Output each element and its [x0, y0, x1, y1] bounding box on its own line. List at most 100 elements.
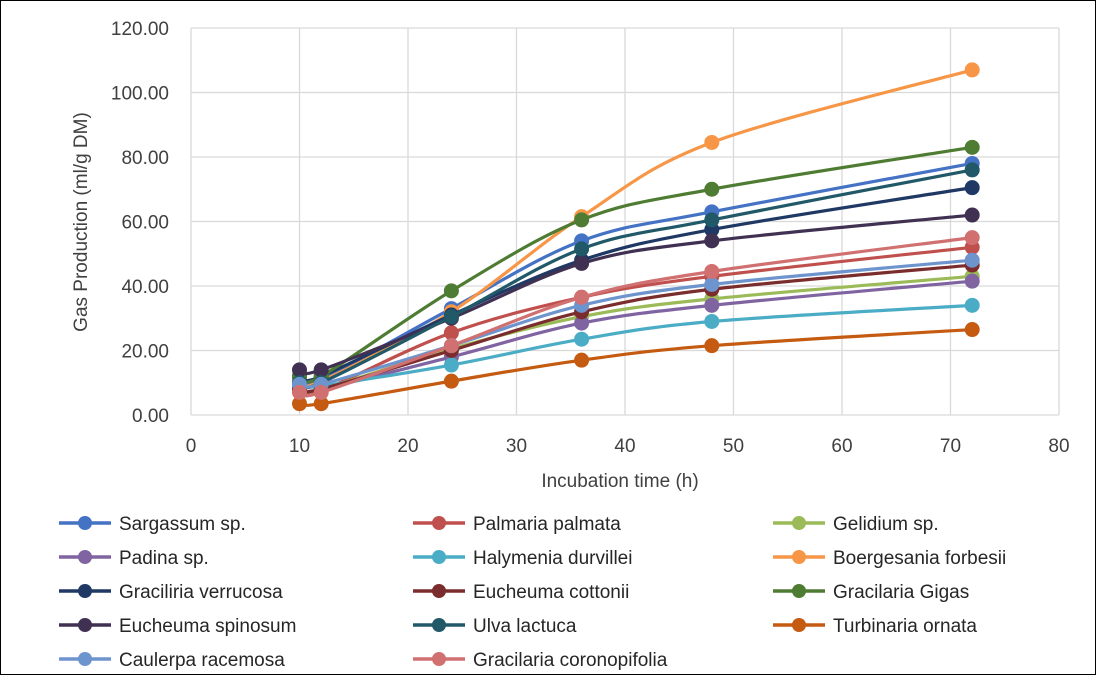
data-point [964, 230, 980, 246]
data-point [704, 134, 720, 150]
legend-item: Halymenia durvillei [413, 548, 632, 569]
x-tick-label: 20 [397, 436, 418, 457]
data-point [964, 322, 980, 338]
data-point [964, 62, 980, 78]
x-tick-label: 60 [831, 436, 852, 457]
y-tick-label: 20.00 [121, 342, 169, 363]
data-point [964, 273, 980, 289]
data-point [964, 207, 980, 223]
data-point [964, 252, 980, 268]
data-point [313, 362, 329, 378]
legend-label: Gelidium sp. [833, 514, 939, 535]
legend-marker [78, 516, 92, 530]
y-tick-label: 60.00 [121, 213, 169, 234]
legend-label: Turbinaria ornata [833, 616, 977, 637]
legend-item: Boergesania forbesii [773, 548, 1006, 569]
y-tick-label: 0.00 [132, 406, 169, 427]
legend-label: Caulerpa racemosa [119, 650, 285, 671]
series-line [298, 168, 973, 390]
data-point [704, 313, 720, 329]
data-point [574, 352, 590, 368]
legend-marker [432, 584, 446, 598]
legend-item: Padina sp. [59, 548, 209, 569]
legend-item: Gracilaria coronopifolia [413, 650, 668, 671]
legend-item: Graciliria verrucosa [59, 582, 283, 603]
data-point [704, 212, 720, 228]
data-point [704, 233, 720, 249]
legend-item: Palmaria palmata [413, 514, 621, 535]
legend-marker [792, 550, 806, 564]
legend-label: Boergesania forbesii [833, 548, 1006, 569]
series [292, 322, 980, 412]
legend-item: Ulva lactuca [413, 616, 577, 637]
series-line [298, 145, 973, 385]
data-point [443, 373, 459, 389]
legend-label: Padina sp. [119, 548, 209, 569]
x-axis-title: Incubation time (h) [541, 471, 698, 492]
legend-label: Halymenia durvillei [473, 548, 632, 569]
legend: Sargassum sp. Palmaria palmata Gelidium sp… [59, 514, 1006, 671]
data-point [574, 212, 590, 228]
data-point [443, 357, 459, 373]
data-point [443, 283, 459, 299]
data-point [443, 309, 459, 325]
legend-item: Caulerpa racemosa [59, 650, 285, 671]
legend-marker [78, 618, 92, 632]
y-tick-label: 40.00 [121, 277, 169, 298]
legend-item: Gelidium sp. [773, 514, 939, 535]
x-tick-label: 40 [614, 436, 635, 457]
data-point [574, 255, 590, 271]
data-point [313, 384, 329, 400]
data-point [704, 181, 720, 197]
legend-label: Gracilaria Gigas [833, 582, 969, 603]
data-point [704, 297, 720, 313]
legend-marker [432, 516, 446, 530]
data-point [704, 263, 720, 279]
legend-label: Graciliria verrucosa [119, 582, 283, 603]
legend-marker [792, 618, 806, 632]
data-point [292, 384, 307, 400]
y-tick-label: 80.00 [121, 148, 169, 169]
legend-item: Eucheuma cottonii [413, 582, 629, 603]
data-point [704, 338, 720, 354]
legend-label: Eucheuma cottonii [473, 582, 629, 603]
legend-marker [432, 550, 446, 564]
x-tick-label: 80 [1048, 436, 1069, 457]
x-tick-label: 0 [186, 436, 197, 457]
data-point [964, 297, 980, 313]
series-line [298, 161, 973, 387]
x-tick-label: 10 [289, 436, 310, 457]
data-point [574, 289, 590, 305]
legend-marker [78, 550, 92, 564]
legend-item: Turbinaria ornata [773, 616, 977, 637]
legend-item: Sargassum sp. [59, 514, 246, 535]
legend-label: Ulva lactuca [473, 616, 577, 637]
legend-label: Sargassum sp. [119, 514, 246, 535]
gridlines [190, 27, 1060, 416]
legend-label: Palmaria palmata [473, 514, 621, 535]
data-point [964, 162, 980, 178]
y-axis-ticks: 0.00 20.00 40.00 60.00 80.00 100.00 120.00 [111, 19, 169, 427]
y-axis-title: Gas Production (ml/g DM) [71, 112, 92, 332]
data-point [704, 276, 720, 292]
legend-marker [78, 584, 92, 598]
data-point [443, 325, 459, 341]
data-point [443, 338, 459, 354]
x-axis-ticks: 0 10 20 30 40 50 60 70 80 [186, 436, 1070, 457]
legend-marker [432, 618, 446, 632]
legend-marker [432, 652, 446, 666]
legend-item: Gracilaria Gigas [773, 582, 969, 603]
series-line [298, 236, 973, 398]
series [292, 230, 980, 400]
x-tick-label: 70 [940, 436, 961, 457]
data-point [574, 331, 590, 347]
x-tick-label: 30 [506, 436, 527, 457]
legend-marker [792, 516, 806, 530]
series-line [299, 303, 973, 390]
series [292, 162, 980, 391]
y-tick-label: 100.00 [111, 84, 169, 105]
legend-label: Eucheuma spinosum [119, 616, 296, 637]
legend-marker [792, 584, 806, 598]
